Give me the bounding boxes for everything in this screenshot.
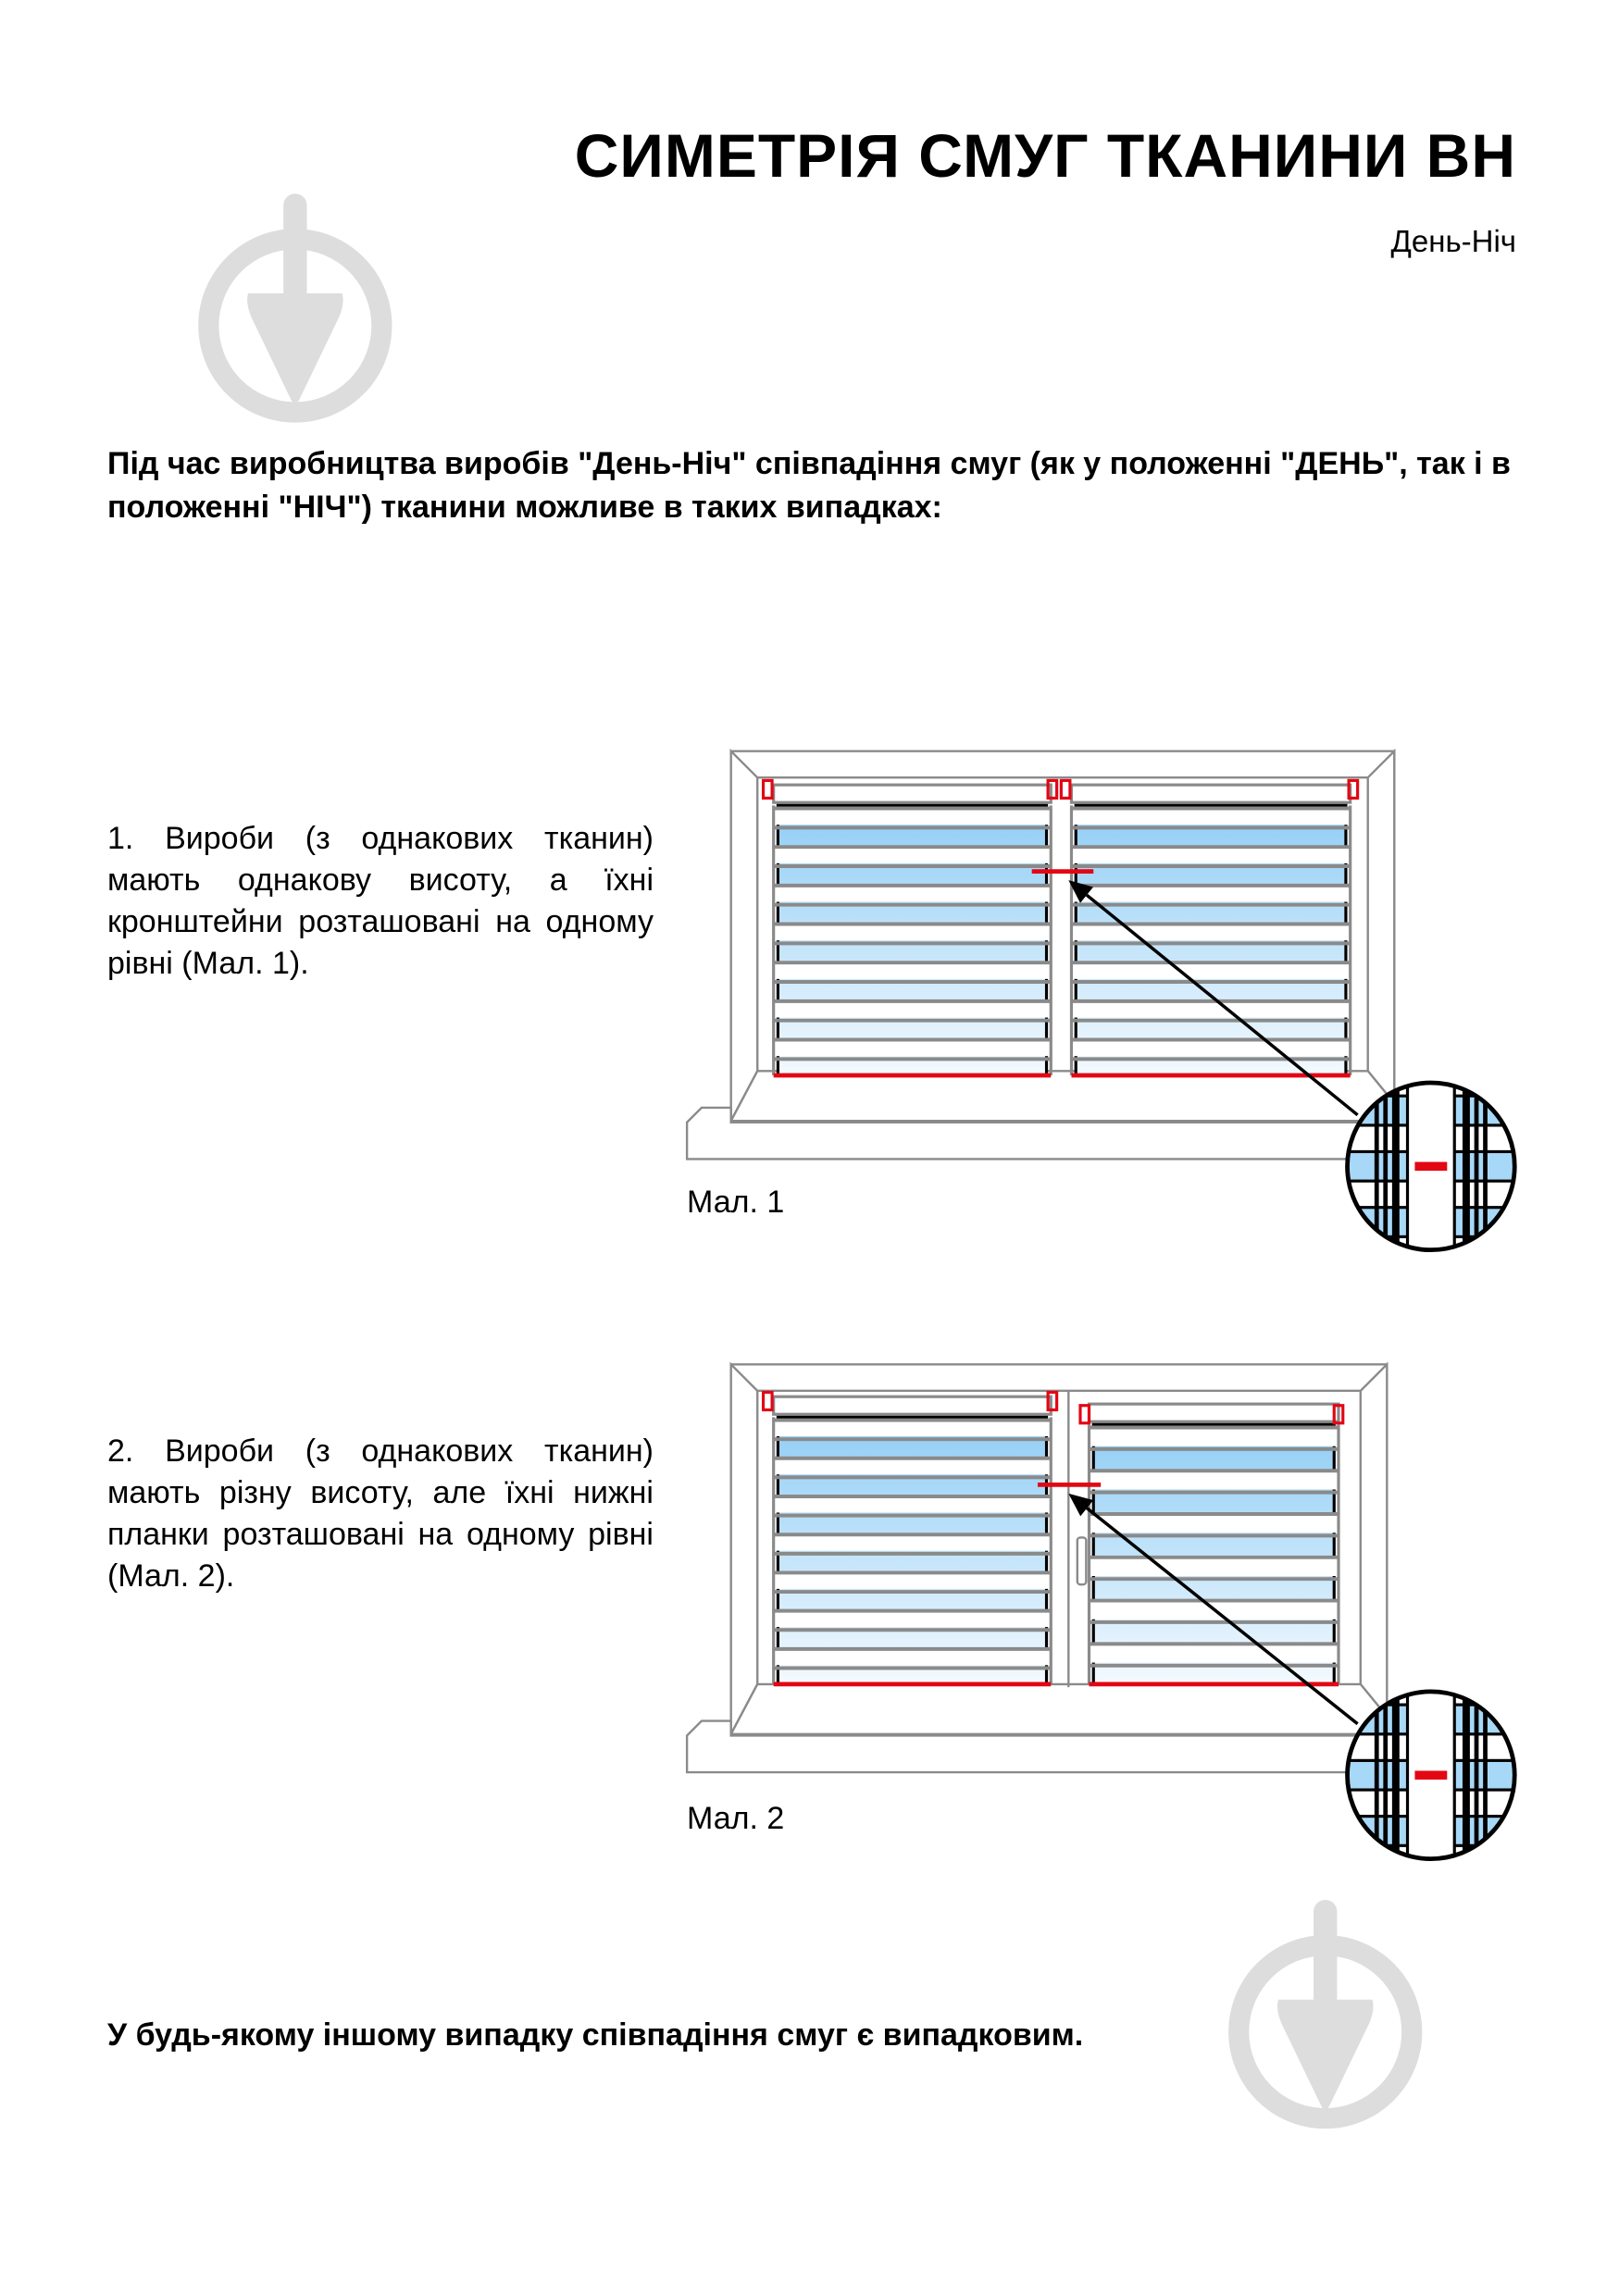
blind-opaque-stripe (1071, 1000, 1351, 1018)
magnifier-circle (1345, 1080, 1517, 1253)
blind-opaque-stripe (773, 962, 1052, 979)
blind-opaque-stripe (1089, 1471, 1339, 1490)
blind-opaque-stripe (773, 1610, 1052, 1628)
blind-opaque-stripe (773, 808, 1052, 825)
blind-opaque-stripe (1089, 1514, 1339, 1533)
bracket (1046, 778, 1059, 800)
blind-opaque-stripe (1071, 847, 1351, 863)
logo-blade (247, 293, 343, 403)
blind-opaque-stripe (1071, 808, 1351, 825)
trowel-logo-watermark (198, 193, 392, 423)
magnifier-circle (1345, 1689, 1517, 1861)
arrow-line (1086, 1507, 1359, 1726)
blind-opaque-stripe (1071, 1039, 1351, 1057)
arrow-line (1085, 893, 1359, 1117)
trowel-logo-watermark (1228, 1899, 1423, 2129)
bracket (1046, 1390, 1059, 1412)
blind-opaque-stripe (773, 1648, 1052, 1666)
blind-opaque-stripe (1071, 962, 1351, 979)
blind-opaque-stripe (773, 1039, 1052, 1057)
window-floor (729, 1682, 1389, 1736)
window-sill (685, 1106, 1374, 1160)
blind-opaque-stripe (773, 1420, 1052, 1437)
blind-opaque-stripe (1089, 1557, 1339, 1577)
window-floor (729, 1070, 1396, 1123)
blind-cassette (1069, 783, 1352, 804)
blind-opaque-stripe (1089, 1644, 1339, 1663)
logo-blade (1277, 1999, 1374, 2110)
blind-opaque-stripe (1071, 885, 1351, 902)
blind-opaque-stripe (773, 924, 1052, 941)
page-title: СИМЕТРІЯ СМУГ ТКАНИНИ ВН (574, 121, 1516, 190)
bracket (1059, 778, 1072, 800)
blind-opaque-stripe (773, 885, 1052, 902)
blind-opaque-stripe (773, 1534, 1052, 1551)
closing-note: У будь-якому іншому випадку співпадіння … (107, 2017, 1084, 2053)
page-subtitle: День-Ніч (1390, 224, 1516, 258)
arrow-head (1068, 1493, 1094, 1517)
bracket (761, 778, 774, 800)
blind-opaque-stripe (1089, 1427, 1339, 1446)
bracket (1332, 1404, 1345, 1425)
bracket (1347, 778, 1360, 800)
window-sill (685, 1719, 1366, 1774)
blind-opaque-stripe (773, 1000, 1052, 1018)
window-reveal-right (1359, 1361, 1389, 1720)
window-handle (1076, 1536, 1088, 1586)
figure-2-caption: Мал. 2 (687, 1801, 785, 1836)
figure-1-caption: Мал. 1 (687, 1185, 785, 1220)
figure-1-window (685, 748, 1517, 1253)
bracket (1078, 1404, 1091, 1425)
blind-opaque-stripe (773, 1496, 1052, 1513)
window-reveal-left (729, 1361, 759, 1735)
alignment-mark (1414, 1161, 1448, 1172)
case-2-text: 2. Вироби (з однакових тканин) мають різ… (107, 1433, 654, 1594)
blind-opaque-stripe (773, 1572, 1052, 1589)
blind-cassette (1087, 1402, 1340, 1423)
blind-opaque-stripe (773, 1458, 1052, 1475)
intro-paragraph: Під час виробництва виробів "День-Ніч" с… (107, 446, 1511, 525)
blind-cassette (772, 783, 1052, 804)
blind-opaque-stripe (773, 847, 1052, 863)
blind-fabric (1091, 1422, 1336, 1686)
window-reveal-left (729, 748, 759, 1122)
logo-handle (283, 193, 307, 304)
bracket (761, 1390, 774, 1412)
case-1-text: 1. Вироби (з однакових тканин) мають одн… (107, 821, 654, 981)
blind-cassette (772, 1395, 1052, 1416)
alignment-mark (1414, 1770, 1448, 1780)
window-reveal-right (1366, 748, 1396, 1107)
blind-opaque-stripe (1071, 924, 1351, 941)
logo-handle (1314, 1899, 1338, 2010)
arrow-head (1068, 880, 1093, 903)
figure-2-window (685, 1361, 1517, 1861)
magnifier-content (1347, 1082, 1515, 1250)
